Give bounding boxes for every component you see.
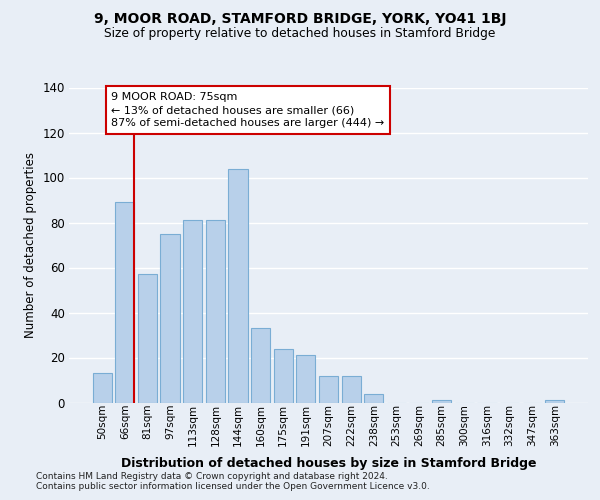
Bar <box>432 400 451 402</box>
Bar <box>138 274 157 402</box>
Bar <box>274 348 293 403</box>
Text: 9, MOOR ROAD, STAMFORD BRIDGE, YORK, YO41 1BJ: 9, MOOR ROAD, STAMFORD BRIDGE, YORK, YO4… <box>94 12 506 26</box>
Text: Size of property relative to detached houses in Stamford Bridge: Size of property relative to detached ho… <box>104 28 496 40</box>
Bar <box>545 400 565 402</box>
Bar <box>364 394 383 402</box>
Text: Contains public sector information licensed under the Open Government Licence v3: Contains public sector information licen… <box>36 482 430 491</box>
Bar <box>115 202 134 402</box>
Bar <box>160 234 180 402</box>
X-axis label: Distribution of detached houses by size in Stamford Bridge: Distribution of detached houses by size … <box>121 457 536 470</box>
Text: Contains HM Land Registry data © Crown copyright and database right 2024.: Contains HM Land Registry data © Crown c… <box>36 472 388 481</box>
Bar <box>92 373 112 402</box>
Y-axis label: Number of detached properties: Number of detached properties <box>24 152 37 338</box>
Bar <box>319 376 338 402</box>
Text: 9 MOOR ROAD: 75sqm
← 13% of detached houses are smaller (66)
87% of semi-detache: 9 MOOR ROAD: 75sqm ← 13% of detached hou… <box>111 92 385 128</box>
Bar <box>296 355 316 403</box>
Bar <box>229 168 248 402</box>
Bar <box>206 220 225 402</box>
Bar <box>251 328 270 402</box>
Bar <box>183 220 202 402</box>
Bar <box>341 376 361 402</box>
